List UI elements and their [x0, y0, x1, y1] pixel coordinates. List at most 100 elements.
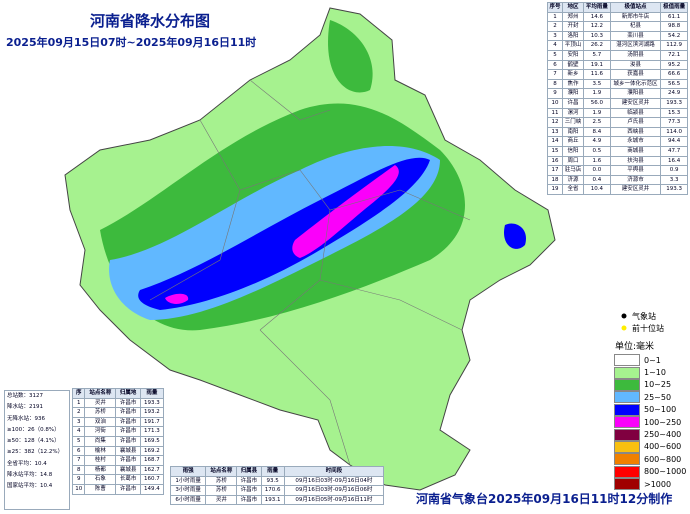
table-cell: 许昌市: [115, 426, 141, 437]
table-row: 2 苏桥 许昌市 193.2: [71, 407, 165, 418]
table-cell: 济源: [562, 174, 584, 186]
table-cell: 98.8: [660, 21, 688, 32]
table-cell: 19: [546, 184, 564, 195]
table-cell: 濮阳县: [609, 88, 662, 99]
table-cell: 193.2: [139, 407, 165, 418]
header-cell: 时间段: [283, 466, 385, 477]
table-cell: 77.3: [660, 117, 688, 128]
table-cell: 许昌市: [115, 455, 141, 466]
table-cell: 扶沟县: [609, 155, 662, 167]
table-cell: 1: [71, 397, 86, 409]
legend-swatch: [614, 391, 640, 404]
table-cell: 全省: [562, 184, 584, 195]
rain-area: [165, 293, 189, 304]
table-cell: 浚县: [609, 59, 662, 71]
table-cell: 0.4: [582, 174, 611, 186]
table-cell: 26.2: [582, 40, 611, 51]
table-cell: 61.1: [660, 11, 688, 23]
table-cell: 15.3: [660, 107, 688, 119]
table-cell: 南阳: [562, 126, 584, 138]
table-cell: 许昌市: [236, 485, 262, 496]
table-cell: 5.7: [582, 49, 611, 61]
table-cell: 3.5: [582, 78, 611, 90]
table-cell: 湛河区滨河湖路: [609, 40, 662, 51]
table-cell: 苏桥: [205, 485, 238, 496]
table-row: 4 平顶山 26.2 湛河区滨河湖路 112.9: [546, 40, 688, 51]
table-cell: 191.7: [139, 416, 165, 428]
table-header: 序站点名称 归属地 雨量: [71, 388, 165, 399]
table-cell: 09月16日03时-09月16日06时: [283, 485, 385, 496]
legend-item: 600~800: [614, 453, 686, 466]
table-row: 10 许昌 56.0 建安区灵井 193.3: [546, 97, 688, 109]
table-row: 1 郑州 14.6 新郑市牛店 61.1: [546, 11, 688, 23]
table-cell: 0.9: [660, 165, 688, 176]
table-cell: 56.0: [582, 97, 611, 109]
table-cell: 170.6: [260, 485, 285, 496]
table-row: 10 陈曹 许昌市 149.4: [71, 483, 165, 495]
table-row: 3 双洎 许昌市 191.7: [71, 416, 165, 428]
table-cell: 8: [546, 78, 564, 90]
stats-box: 总站数：3127 降水站：2191 无降水站：936 ≥100：26（0.8%） ≥50…: [4, 390, 70, 510]
table-cell: 灵井: [84, 397, 117, 409]
table-cell: 新乡: [562, 69, 584, 80]
table-row: 15 信阳 0.5 商城县 47.7: [546, 145, 688, 157]
table-cell: 尚集: [84, 435, 117, 447]
footer: 河南省气象台2025年09月16日11时12分制作: [416, 492, 673, 506]
table-cell: 商丘: [562, 136, 584, 147]
table-cell: 66.6: [660, 69, 688, 80]
legend-label: 600~800: [644, 454, 682, 464]
table-cell: 获嘉县: [609, 69, 662, 80]
table-header: 雨强 站点名称 归属县 雨量 时间段: [169, 466, 385, 477]
table-cell: 许昌市: [115, 397, 141, 409]
table-cell: 47.7: [660, 145, 688, 157]
table-cell: 12: [546, 117, 564, 128]
legend-swatch: [614, 440, 640, 453]
table-row: 7 桂村 许昌市 168.7: [71, 455, 165, 466]
table-cell: 0.0: [582, 165, 611, 176]
table-cell: 7: [71, 455, 86, 466]
table-cell: 10: [546, 97, 564, 109]
header-cell: 雨强: [169, 466, 207, 477]
legend-swatch: [614, 465, 640, 478]
table-cell: 13: [546, 126, 564, 138]
table-cell: 许昌市: [115, 435, 141, 447]
table-cell: 162.7: [139, 464, 165, 476]
table-cell: 6: [71, 445, 86, 457]
table-cell: 许昌市: [115, 483, 141, 495]
table-cell: 24.9: [660, 88, 688, 99]
table-cell: 72.1: [660, 49, 688, 61]
table-cell: 平顶山: [562, 40, 584, 51]
province-border: [64, 7, 556, 491]
table-cell: 许昌市: [236, 475, 262, 487]
table-cell: 建安区灵井: [609, 184, 662, 195]
table-cell: 7: [546, 69, 564, 80]
table-row: 6 榆林 襄城县 169.2: [71, 445, 165, 457]
stat-line: ≥100：26（0.8%）: [7, 426, 60, 433]
table-cell: 襄城县: [115, 445, 141, 457]
header-cell: 雨量: [260, 466, 285, 477]
legend-label: 800~1000: [644, 467, 687, 477]
legend-item: 1~10: [614, 366, 686, 379]
table-row: 18 济源 0.4 济源市 3.3: [546, 174, 688, 186]
table-cell: 信阳: [562, 145, 584, 157]
header-cell: 归属县: [236, 466, 262, 477]
table-row: 9 石象 长葛市 160.7: [71, 474, 165, 485]
table-cell: 54.2: [660, 30, 688, 42]
table-cell: 10.4: [582, 184, 611, 195]
table-cell: 10.3: [582, 30, 611, 42]
table-cell: 洛阳: [562, 30, 584, 42]
table-row: 1小时雨量 苏桥 许昌市 93.5 09月16日03时-09月16日04时: [169, 475, 385, 487]
table-cell: 灵井: [205, 494, 238, 506]
table-cell: 杞县: [609, 21, 662, 32]
table-cell: 1.9: [582, 88, 611, 99]
table-row: 3小时雨量 苏桥 许昌市 170.6 09月16日03时-09月16日06时: [169, 485, 385, 496]
table-cell: 193.3: [660, 97, 688, 109]
table-cell: 1.9: [582, 107, 611, 119]
table-cell: 杨都: [84, 464, 117, 476]
table-cell: 4: [546, 40, 564, 51]
stat-line: 降水站平均：14.8: [7, 472, 53, 479]
table-cell: 112.9: [660, 40, 688, 51]
table-cell: 平舆县: [609, 165, 662, 176]
legend-item: 0~1: [614, 354, 686, 367]
table-row: 3 洛阳 10.3 栾川县 54.2: [546, 30, 688, 42]
